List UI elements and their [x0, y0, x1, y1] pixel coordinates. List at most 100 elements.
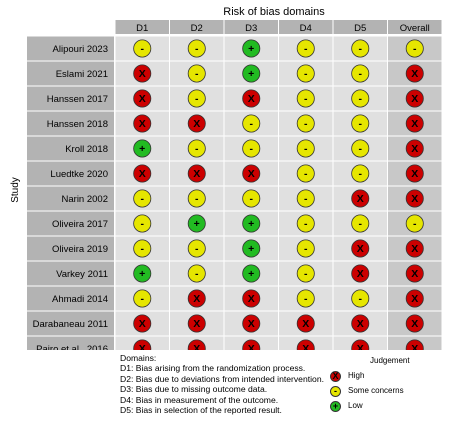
study-label: Varkey 2011: [56, 269, 108, 280]
judgement-symbol: +: [248, 43, 254, 55]
judgement-symbol: -: [195, 43, 199, 55]
judgement-low-marker: [242, 264, 261, 283]
domain-legend-d4: D4: Bias in measurement of the outcome.: [120, 394, 279, 405]
judgement-symbol: -: [304, 268, 308, 280]
study-label: Hanssen 2017: [47, 94, 108, 105]
judgement-some-marker: [296, 114, 315, 133]
judgement-symbol: -: [413, 218, 417, 230]
judgement-some-marker: [296, 264, 315, 283]
judgement-some-marker: [351, 164, 370, 183]
judgement-high-marker: [405, 264, 424, 283]
judgement-some-marker: [405, 214, 424, 233]
judgement-symbol: X: [139, 118, 146, 130]
column-header-overall: Overall: [400, 23, 430, 34]
judgement-symbol: X: [139, 68, 146, 80]
judgement-high-marker: [187, 164, 206, 183]
high-risk-icon: X: [330, 370, 341, 382]
judgement-some-marker: [187, 139, 206, 158]
judgement-some-marker: [187, 264, 206, 283]
judgement-high-marker: [187, 289, 206, 308]
judgement-high-marker: [296, 314, 315, 333]
judgement-symbol: X: [248, 93, 255, 105]
judgement-high-marker: [405, 114, 424, 133]
judgement-some-marker: [187, 189, 206, 208]
judgement-symbol: X: [357, 243, 364, 255]
judgement-symbol: X: [139, 318, 146, 330]
column-header-d3: D3: [245, 23, 257, 34]
judgement-some-marker: [351, 289, 370, 308]
study-label-bg: [27, 286, 114, 311]
domain-legend-d3: D3: Bias due to missing outcome data.: [120, 384, 268, 395]
judgement-high-marker: [187, 339, 206, 350]
study-label-bg: [27, 61, 114, 86]
judgement-some-marker: [133, 39, 152, 58]
judgement-symbol: X: [302, 318, 309, 330]
judgement-high-marker: [351, 239, 370, 258]
study-label: Kroll 2018: [65, 144, 108, 155]
judgement-some-marker: [351, 139, 370, 158]
domains-legend: Domains: D1: Bias arising from the rando…: [120, 353, 324, 415]
study-label: Oliveira 2017: [52, 219, 108, 230]
study-label: Ahmadi 2014: [52, 294, 108, 305]
judgement-symbol: +: [248, 68, 254, 80]
judgement-some-marker: [242, 189, 261, 208]
judgement-legend-high: X High: [330, 369, 364, 383]
judgement-low-marker: [133, 139, 152, 158]
study-label-bg: [27, 161, 114, 186]
judgement-symbol: -: [359, 93, 363, 105]
judgement-symbol: X: [248, 293, 255, 305]
judgement-high-marker: [242, 314, 261, 333]
study-label-bg: [27, 36, 114, 61]
column-header-bg: [115, 20, 169, 34]
judgement-symbol: -: [141, 243, 145, 255]
judgement-high-marker: [351, 189, 370, 208]
judgement-high-marker: [296, 339, 315, 350]
judgement-high-marker: [133, 64, 152, 83]
judgement-high-marker: [133, 314, 152, 333]
column-header-d5: D5: [354, 23, 366, 34]
judgement-some-marker: [296, 189, 315, 208]
judgement-symbol: X: [248, 318, 255, 330]
judgement-high-marker: [351, 264, 370, 283]
study-label-bg: [27, 211, 114, 236]
judgement-some-marker: [405, 39, 424, 58]
study-label: Narin 2002: [62, 194, 108, 205]
study-label: Pairo et al., 2016: [36, 344, 108, 350]
domains-legend-title: Domains:: [120, 353, 157, 363]
judgement-high-marker: [242, 289, 261, 308]
judgement-symbol: X: [193, 293, 200, 305]
judgement-high-marker: [405, 139, 424, 158]
judgement-symbol: -: [195, 193, 199, 205]
judgement-symbol: X: [411, 243, 418, 255]
judgement-high-marker: [133, 89, 152, 108]
study-label: Luedtke 2020: [50, 169, 108, 180]
judgement-symbol: -: [304, 118, 308, 130]
judgement-high-marker: [133, 114, 152, 133]
judgement-symbol: -: [359, 118, 363, 130]
domain-legend-d2: D2: Bias due to deviations from intended…: [120, 373, 324, 384]
column-header-d4: D4: [300, 23, 312, 34]
study-label-bg: [27, 261, 114, 286]
judgement-symbol: +: [139, 268, 145, 280]
judgement-legend-some-label: Some concerns: [348, 385, 404, 395]
column-header-bg: [170, 20, 224, 34]
column-header-bg: [279, 20, 333, 34]
judgement-high-marker: [405, 239, 424, 258]
judgement-symbol: X: [248, 168, 255, 180]
judgement-symbol: -: [359, 68, 363, 80]
judgement-symbol: -: [359, 43, 363, 55]
judgement-symbol: +: [248, 218, 254, 230]
judgement-symbol: -: [304, 193, 308, 205]
judgement-high-marker: [187, 314, 206, 333]
judgement-low-marker: [187, 214, 206, 233]
judgement-high-marker: [351, 339, 370, 350]
judgement-symbol: X: [139, 343, 146, 350]
judgement-symbol: X: [411, 193, 418, 205]
study-label-bg: [27, 86, 114, 111]
judgement-symbol: -: [304, 93, 308, 105]
judgement-symbol: -: [304, 143, 308, 155]
judgement-symbol: -: [141, 43, 145, 55]
judgement-high-marker: [351, 314, 370, 333]
judgement-symbol: +: [194, 218, 200, 230]
judgement-some-marker: [351, 89, 370, 108]
